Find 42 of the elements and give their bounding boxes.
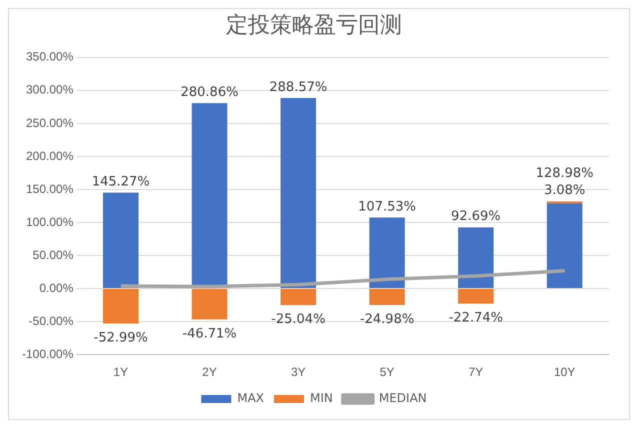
bar	[546, 203, 582, 288]
y-tick-label: -100.00%	[22, 346, 74, 361]
x-tick-label: 2Y	[202, 365, 217, 380]
x-tick-label: 7Y	[468, 365, 484, 380]
data-label: 92.69%	[451, 209, 501, 224]
data-label: 145.27%	[92, 174, 150, 190]
legend-label: MEDIAN	[378, 391, 427, 406]
y-tick-label: 300.00%	[26, 82, 74, 97]
bar	[458, 227, 494, 288]
bar	[369, 218, 405, 288]
data-label: -22.74%	[448, 310, 503, 326]
data-label: 288.57%	[269, 80, 328, 95]
x-tick-label: 1Y	[113, 365, 128, 380]
bar	[280, 98, 316, 288]
data-label: -24.98%	[360, 312, 414, 327]
data-label: 107.53%	[358, 199, 416, 214]
bar	[103, 192, 139, 288]
y-tick-label: 100.00%	[26, 214, 74, 229]
y-tick-label: 150.00%	[26, 182, 74, 196]
y-tick-label: 250.00%	[26, 116, 74, 130]
x-tick-label: 3Y	[290, 365, 306, 380]
y-tick-label: 50.00%	[32, 248, 74, 262]
bar	[103, 289, 139, 324]
bar	[280, 289, 316, 306]
y-tick-label: 0.00%	[39, 280, 74, 295]
bar	[369, 289, 405, 306]
data-label: -52.99%	[94, 330, 148, 346]
data-label: 3.08%	[544, 183, 586, 198]
y-tick-label: 200.00%	[26, 148, 74, 163]
data-label: 280.86%	[180, 84, 238, 100]
x-tick-label: 10Y	[554, 365, 576, 380]
y-tick-label: -50.00%	[28, 314, 74, 328]
x-tick-label: 5Y	[380, 365, 394, 380]
bar	[192, 289, 228, 320]
y-tick-label: 350.00%	[26, 50, 74, 64]
bar	[458, 289, 494, 304]
chart-title: 定投策略盈亏回测	[226, 12, 402, 38]
data-label: -25.04%	[271, 312, 326, 327]
legend-label: MIN	[310, 391, 333, 406]
data-label: 128.98%	[536, 166, 594, 182]
data-label: -46.71%	[182, 326, 237, 342]
legend-label: MAX	[237, 391, 264, 406]
